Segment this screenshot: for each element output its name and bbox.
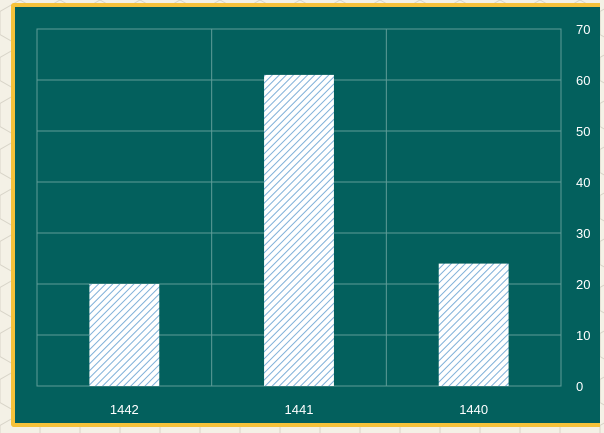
- y-axis-ticks: 0 10 20 30 40 50 60 70: [576, 22, 590, 394]
- y-tick-label: 40: [576, 175, 590, 190]
- y-tick-label: 70: [576, 22, 590, 37]
- y-tick-label: 30: [576, 226, 590, 241]
- bar-1441: [264, 74, 334, 387]
- y-tick-label: 50: [576, 124, 590, 139]
- y-tick-label: 20: [576, 277, 590, 292]
- bar-1440: [438, 263, 509, 386]
- x-tick-label: 1441: [285, 402, 314, 417]
- x-axis-ticks: 1442 1441 1440: [110, 402, 488, 417]
- y-tick-label: 60: [576, 73, 590, 88]
- x-tick-label: 1442: [110, 402, 139, 417]
- y-tick-label: 0: [576, 379, 583, 394]
- x-tick-label: 1440: [459, 402, 488, 417]
- bar-1442: [89, 284, 160, 386]
- bars: [89, 74, 509, 387]
- y-tick-label: 10: [576, 328, 590, 343]
